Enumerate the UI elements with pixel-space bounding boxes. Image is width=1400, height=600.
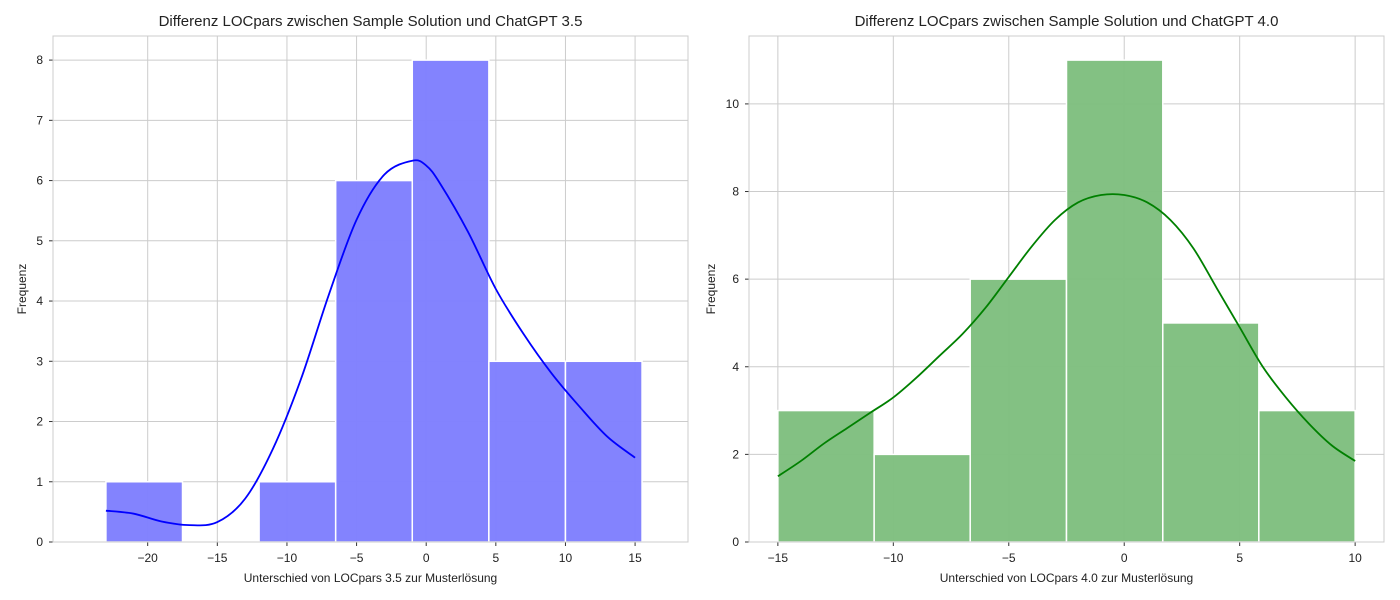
x-tick-label: 5 (492, 551, 499, 565)
histogram-bar (1065, 59, 1164, 543)
y-tick-label: 4 (36, 294, 43, 308)
histogram-chart-4-0: Differenz LOCpars zwischen Sample Soluti… (704, 13, 1385, 585)
x-tick-label: −5 (350, 551, 364, 565)
chart-title: Differenz LOCpars zwischen Sample Soluti… (159, 13, 583, 30)
y-tick-label: 5 (36, 234, 43, 248)
x-tick-label: 10 (559, 551, 573, 565)
y-axis-label: Frequenz (704, 264, 718, 315)
x-tick-label: 0 (1121, 551, 1128, 565)
y-tick-label: 8 (732, 185, 739, 199)
x-tick-label: −15 (207, 551, 228, 565)
y-tick-label: 2 (732, 447, 739, 461)
y-tick-label: 4 (732, 360, 739, 374)
x-tick-label: 15 (628, 551, 642, 565)
y-tick-label: 10 (726, 97, 740, 111)
y-tick-label: 7 (36, 113, 43, 127)
histogram-chart-3-5: Differenz LOCpars zwischen Sample Soluti… (15, 13, 689, 585)
x-tick-label: 5 (1236, 551, 1243, 565)
y-axis-label: Frequenz (15, 264, 29, 315)
bars (777, 59, 1356, 543)
y-tick-label: 8 (36, 53, 43, 67)
kde-curve (105, 159, 636, 527)
y-tick-label: 6 (36, 174, 43, 188)
histogram-bar (334, 179, 414, 543)
histogram-bar (1258, 409, 1356, 543)
histogram-bar (777, 409, 875, 543)
histogram-bar (873, 453, 971, 543)
x-tick-label: −10 (883, 551, 904, 565)
y-tick-label: 0 (732, 535, 739, 549)
kde-curve (777, 193, 1356, 478)
histogram-bar (564, 360, 643, 543)
plot-frame (748, 35, 1385, 543)
histogram-bar (1162, 322, 1260, 543)
x-tick-label: −5 (1002, 551, 1016, 565)
y-tick-label: 1 (36, 475, 43, 489)
x-axis-label: Unterschied von LOCpars 3.5 zur Musterlö… (244, 571, 497, 585)
histogram-bar (488, 360, 567, 543)
x-tick-label: 10 (1348, 551, 1362, 565)
histogram-bar (969, 278, 1068, 543)
y-tick-label: 2 (36, 415, 43, 429)
histogram-bar (258, 481, 337, 543)
histogram-bar (411, 59, 490, 543)
y-tick-label: 0 (36, 535, 43, 549)
x-tick-label: −15 (768, 551, 789, 565)
x-axis-label: Unterschied von LOCpars 4.0 zur Musterlö… (940, 571, 1193, 585)
x-tick-label: 0 (423, 551, 430, 565)
y-tick-label: 6 (732, 272, 739, 286)
y-tick-label: 3 (36, 354, 43, 368)
x-tick-label: −10 (277, 551, 298, 565)
plot-frame (52, 35, 689, 543)
chart-title: Differenz LOCpars zwischen Sample Soluti… (855, 13, 1279, 30)
x-tick-label: −20 (138, 551, 159, 565)
